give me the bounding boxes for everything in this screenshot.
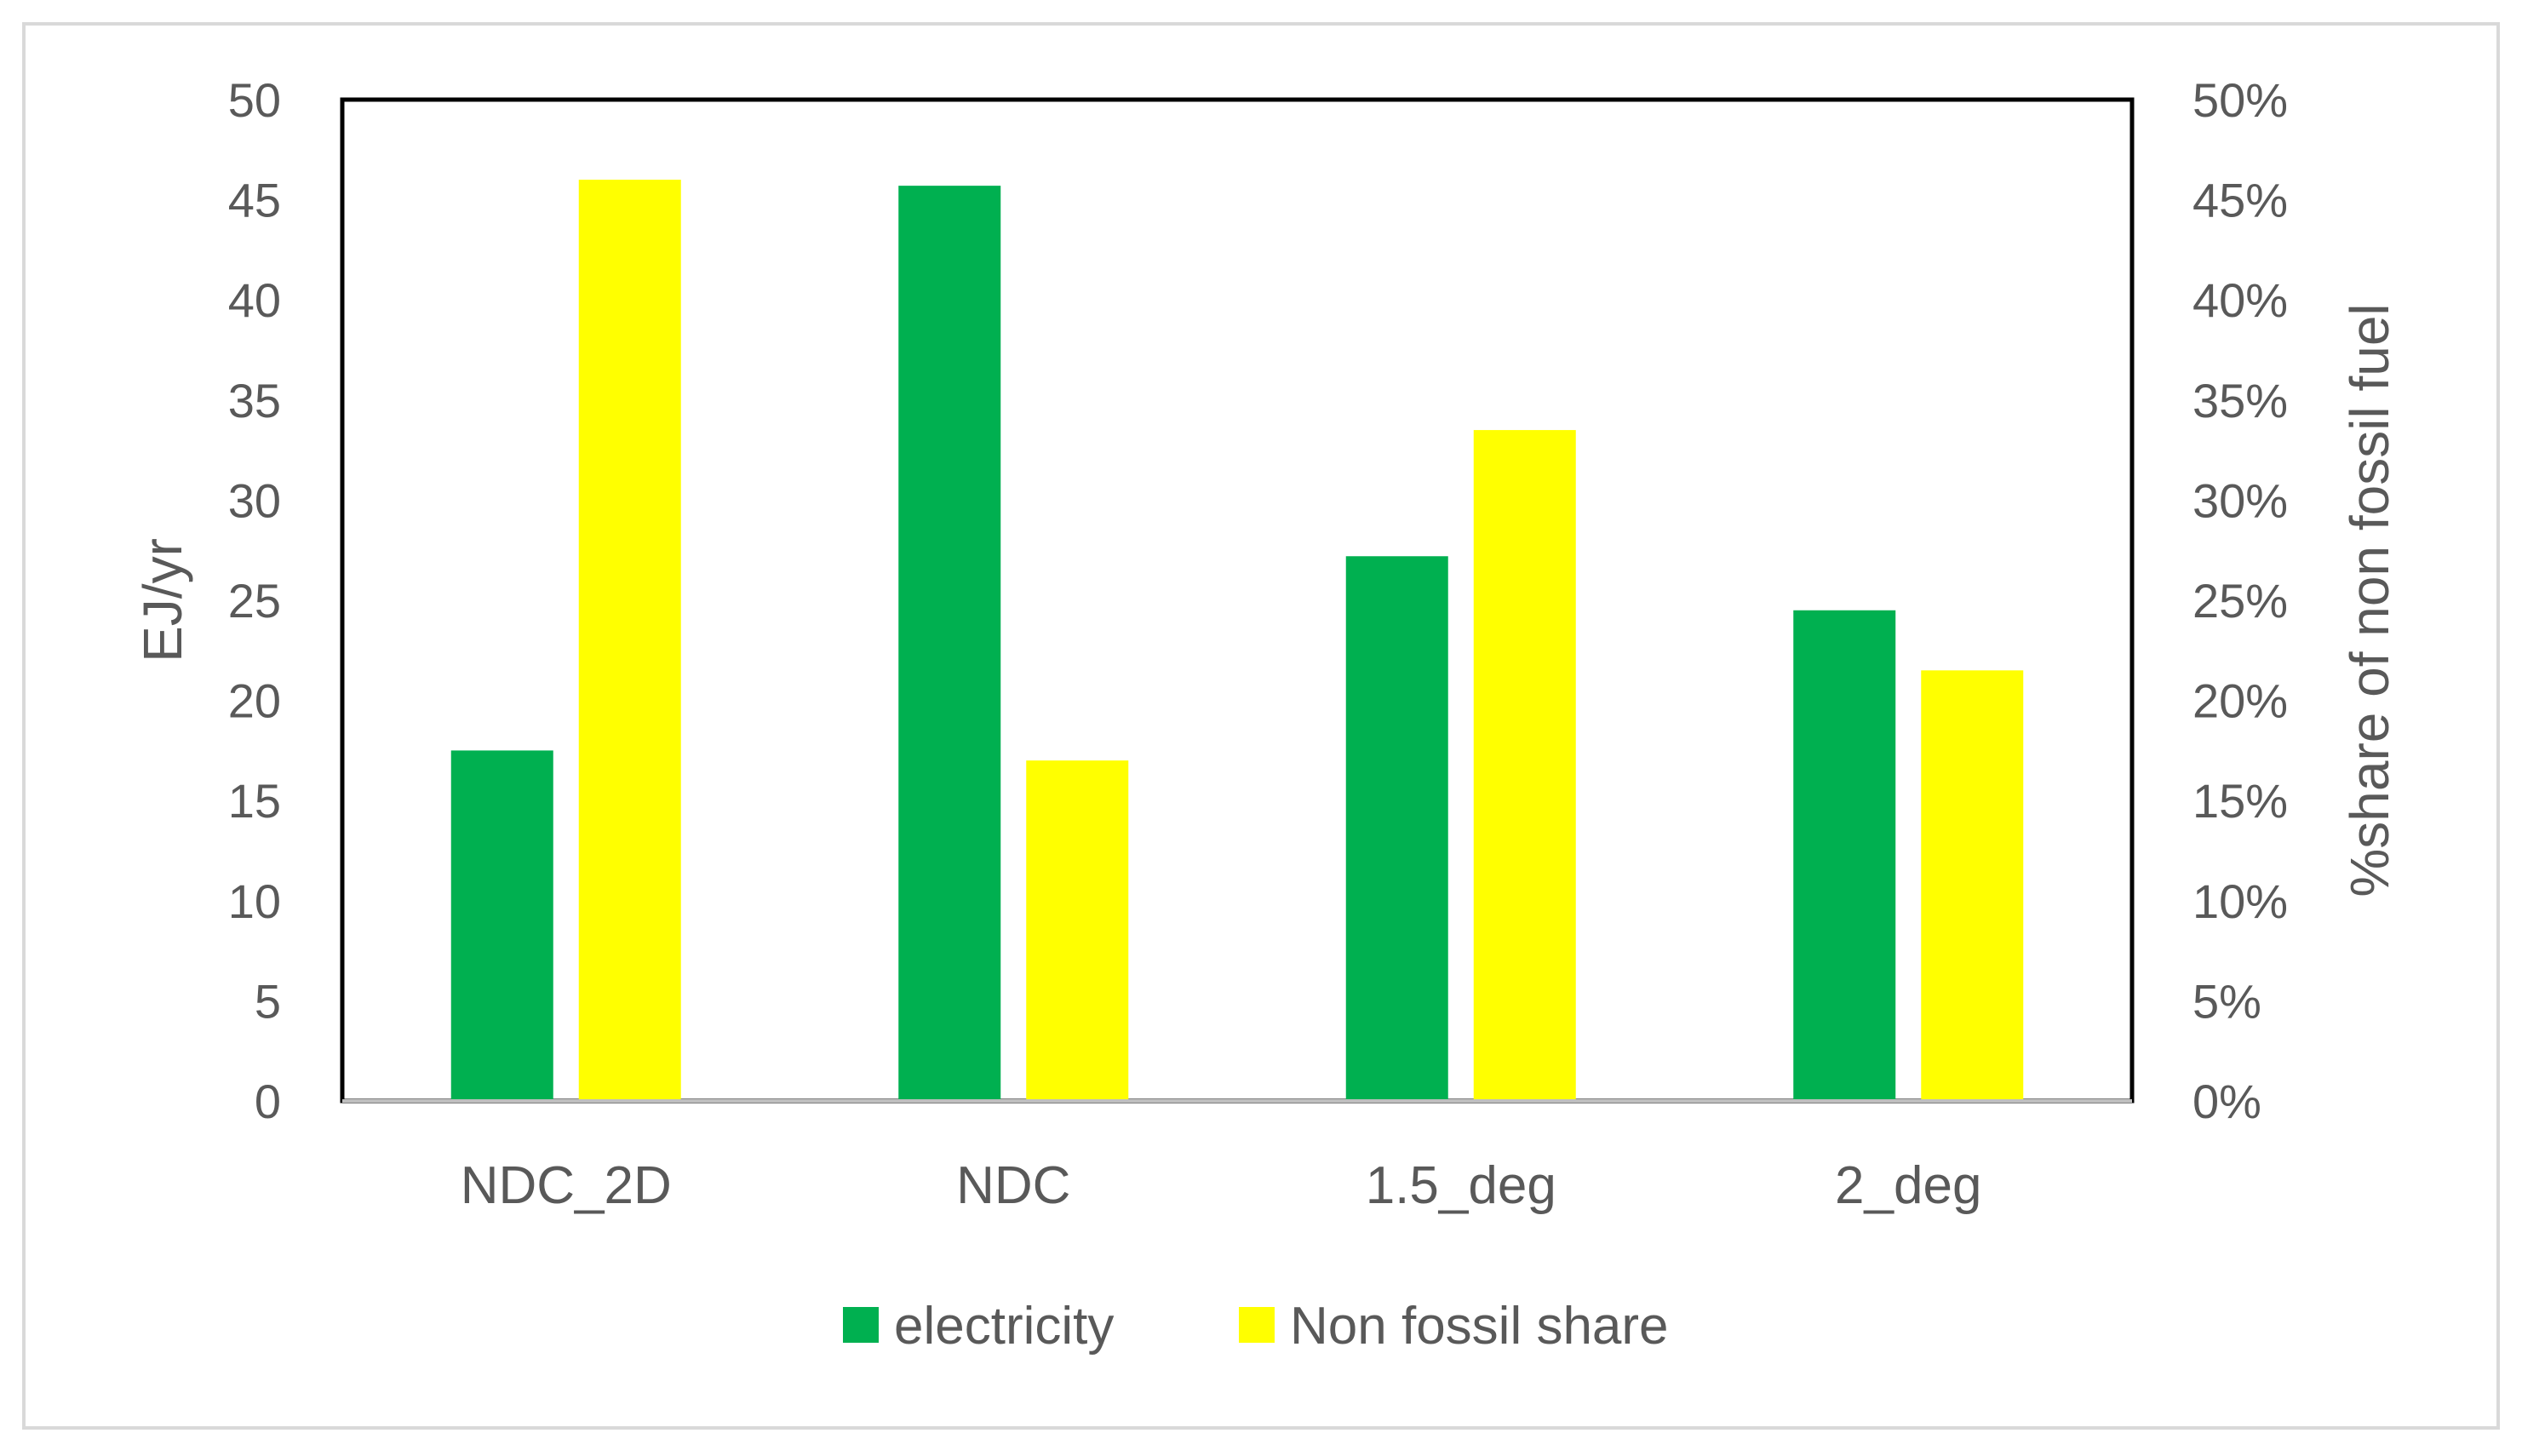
right-tick-label: 25% (2192, 574, 2288, 628)
right-tick-label: 40% (2192, 273, 2288, 327)
legend-label-non-fossil-share: Non fossil share (1290, 1297, 1669, 1356)
left-axis-ticks: 0 5 10 15 20 25 30 35 40 45 50 (228, 73, 281, 1128)
bar-electricity (1345, 556, 1448, 1101)
bar-non-fossil-share (1473, 430, 1576, 1102)
category-label: NDC (956, 1156, 1070, 1215)
category-labels: NDC_2D NDC 1.5_deg 2_deg (461, 1156, 1982, 1215)
right-tick-label: 30% (2192, 473, 2288, 527)
right-tick-label: 15% (2192, 774, 2288, 828)
left-tick-label: 15 (228, 774, 281, 828)
category-label: 1.5_deg (1366, 1156, 1556, 1215)
left-tick-label: 5 (255, 974, 281, 1028)
left-tick-label: 25 (228, 574, 281, 628)
left-tick-label: 40 (228, 273, 281, 327)
category-label: 2_deg (1835, 1156, 1981, 1215)
right-tick-label: 10% (2192, 874, 2288, 928)
right-tick-label: 35% (2192, 374, 2288, 427)
bar-electricity (1793, 610, 1896, 1101)
category-label: NDC_2D (461, 1156, 672, 1215)
legend-swatch-non-fossil-share (1239, 1307, 1275, 1343)
right-tick-label: 0% (2192, 1075, 2261, 1128)
bar-non-fossil-share (1026, 760, 1129, 1101)
right-tick-label: 50% (2192, 73, 2288, 127)
left-tick-label: 30 (228, 473, 281, 527)
left-axis-title: EJ/yr (132, 538, 193, 662)
bars-group (450, 180, 2024, 1102)
left-tick-label: 45 (228, 174, 281, 227)
left-tick-label: 0 (255, 1075, 281, 1128)
right-tick-label: 20% (2192, 674, 2288, 728)
right-tick-label: 5% (2192, 974, 2261, 1028)
legend: electricity Non fossil share (843, 1297, 1669, 1356)
legend-swatch-electricity (843, 1307, 879, 1343)
left-tick-label: 10 (228, 874, 281, 928)
right-axis-ticks: 0% 5% 10% 15% 20% 25% 30% 35% 40% 45% 50% (2192, 73, 2288, 1128)
left-tick-label: 20 (228, 674, 281, 728)
chart-border (22, 22, 2500, 1430)
right-axis-title: %share of non fossil fuel (2339, 303, 2400, 897)
left-tick-label: 35 (228, 374, 281, 427)
bar-electricity (450, 750, 553, 1101)
legend-label-electricity: electricity (894, 1297, 1114, 1356)
bar-electricity (898, 186, 1001, 1102)
bar-non-fossil-share (1921, 670, 2024, 1101)
bar-non-fossil-share (578, 180, 681, 1102)
right-tick-label: 45% (2192, 174, 2288, 227)
left-tick-label: 50 (228, 73, 281, 127)
